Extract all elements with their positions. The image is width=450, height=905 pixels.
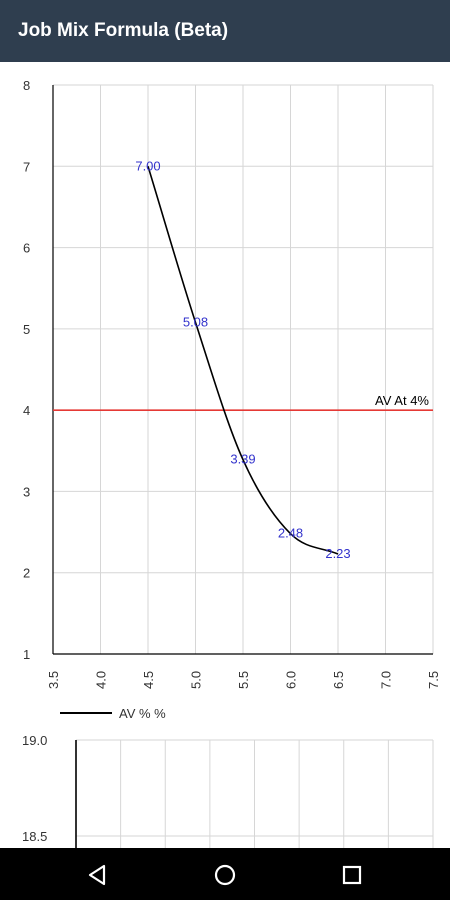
data-point-label: 7.00	[135, 158, 160, 173]
y-tick-label: 19.0	[22, 733, 47, 748]
data-point-label: 2.23	[325, 546, 350, 561]
home-circle-icon	[214, 864, 236, 886]
back-button[interactable]	[68, 848, 128, 900]
x-tick-label: 5.0	[189, 671, 204, 689]
y-tick-label: 1	[23, 647, 30, 662]
x-tick-label: 6.5	[331, 671, 346, 689]
x-tick-label: 3.5	[46, 671, 61, 689]
data-point-label: 3.39	[230, 452, 255, 467]
back-triangle-icon	[88, 864, 106, 886]
x-tick-label: 7.0	[379, 671, 394, 689]
chart-scroll-area[interactable]: 3.5 4.0 4.5 5.0 5.5 6.0 6.5 7.0 7.5 1 2 3 4 5 6 7 8 AV At…	[0, 62, 450, 848]
x-tick-label: 4.5	[141, 671, 156, 689]
reference-line-label: AV At 4%	[375, 393, 429, 408]
av-chart: 3.5 4.0 4.5 5.0 5.5 6.0 6.5 7.0 7.5 1 2 3 4 5 6 7 8 AV At…	[23, 78, 441, 721]
app-title: Job Mix Formula (Beta)	[18, 20, 229, 41]
x-tick-label: 5.5	[236, 671, 251, 689]
recents-button[interactable]	[322, 848, 382, 900]
y-tick-label: 4	[23, 403, 30, 418]
x-tick-label: 6.0	[284, 671, 299, 689]
data-point-label: 5.08	[183, 314, 208, 329]
y-tick-label: 8	[23, 78, 30, 93]
y-tick-label: 18.5	[22, 829, 47, 844]
system-nav-bar	[0, 848, 450, 900]
x-tick-label: 4.0	[94, 671, 109, 689]
y-tick-label: 6	[23, 241, 30, 256]
legend-label: AV % %	[119, 706, 166, 721]
home-button[interactable]	[195, 848, 255, 900]
y-tick-label: 3	[23, 484, 30, 499]
series-line	[147, 166, 339, 555]
y-tick-label: 2	[23, 566, 30, 581]
y-tick-label: 5	[23, 322, 30, 337]
app-bar: Job Mix Formula (Beta)	[0, 0, 450, 62]
x-tick-label: 7.5	[426, 671, 441, 689]
recents-square-icon	[342, 865, 362, 885]
second-chart: 19.0 18.5	[22, 733, 434, 848]
data-point-label: 2.48	[278, 526, 303, 541]
y-tick-label: 7	[23, 159, 30, 174]
